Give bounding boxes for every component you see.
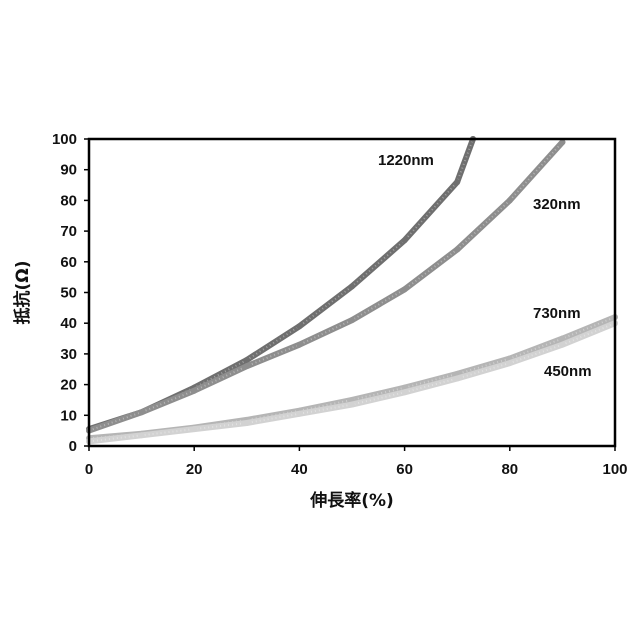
data-point: [296, 342, 302, 348]
y-tick-label: 30: [60, 346, 77, 363]
data-point: [244, 363, 250, 369]
data-point: [454, 375, 460, 381]
data-point: [349, 402, 355, 408]
y-tick-label: 80: [60, 192, 77, 209]
series-label-1220nm: 1220nm: [378, 152, 434, 169]
x-tick-label: 80: [501, 461, 518, 478]
series-line: [89, 323, 615, 441]
data-point: [349, 317, 355, 323]
data-point: [402, 389, 408, 395]
series-line: [89, 142, 562, 431]
x-tick-label: 40: [291, 461, 308, 478]
x-axis-title: 伸長率(%): [309, 490, 394, 511]
series-320nm: [86, 139, 565, 434]
series-line-texture: [89, 317, 615, 438]
series-line: [89, 317, 615, 438]
data-point: [191, 388, 197, 394]
series-730nm: [86, 314, 618, 441]
data-point: [402, 237, 408, 243]
data-point: [507, 360, 513, 366]
data-point: [139, 432, 145, 438]
y-axis-title: 抵抗(Ω): [12, 261, 33, 325]
data-point: [296, 323, 302, 329]
data-point: [296, 411, 302, 417]
data-point: [454, 179, 460, 185]
series-450nm: [86, 320, 618, 444]
data-point: [454, 247, 460, 253]
y-tick-label: 40: [60, 315, 77, 332]
x-tick-label: 0: [85, 461, 93, 478]
y-tick-label: 90: [60, 162, 77, 179]
data-point: [139, 409, 145, 415]
series-layer: [86, 136, 618, 444]
series-label-730nm: 730nm: [533, 305, 581, 322]
data-point: [559, 342, 565, 348]
x-tick-label: 20: [186, 461, 203, 478]
x-tick-label: 100: [602, 461, 627, 478]
series-line-texture: [89, 142, 562, 431]
y-tick-label: 0: [69, 438, 77, 455]
y-tick-label: 70: [60, 223, 77, 240]
data-point: [244, 420, 250, 426]
data-point: [191, 426, 197, 432]
y-tick-label: 10: [60, 407, 77, 424]
series-line-texture: [89, 323, 615, 441]
x-tick-label: 60: [396, 461, 413, 478]
data-point: [349, 283, 355, 289]
data-point: [507, 197, 513, 203]
series-label-450nm: 450nm: [544, 363, 592, 380]
series-label-320nm: 320nm: [533, 196, 581, 213]
data-point: [402, 286, 408, 292]
y-tick-label: 60: [60, 254, 77, 271]
y-tick-label: 20: [60, 377, 77, 394]
y-tick-label: 100: [52, 131, 77, 148]
y-tick-label: 50: [60, 285, 77, 302]
